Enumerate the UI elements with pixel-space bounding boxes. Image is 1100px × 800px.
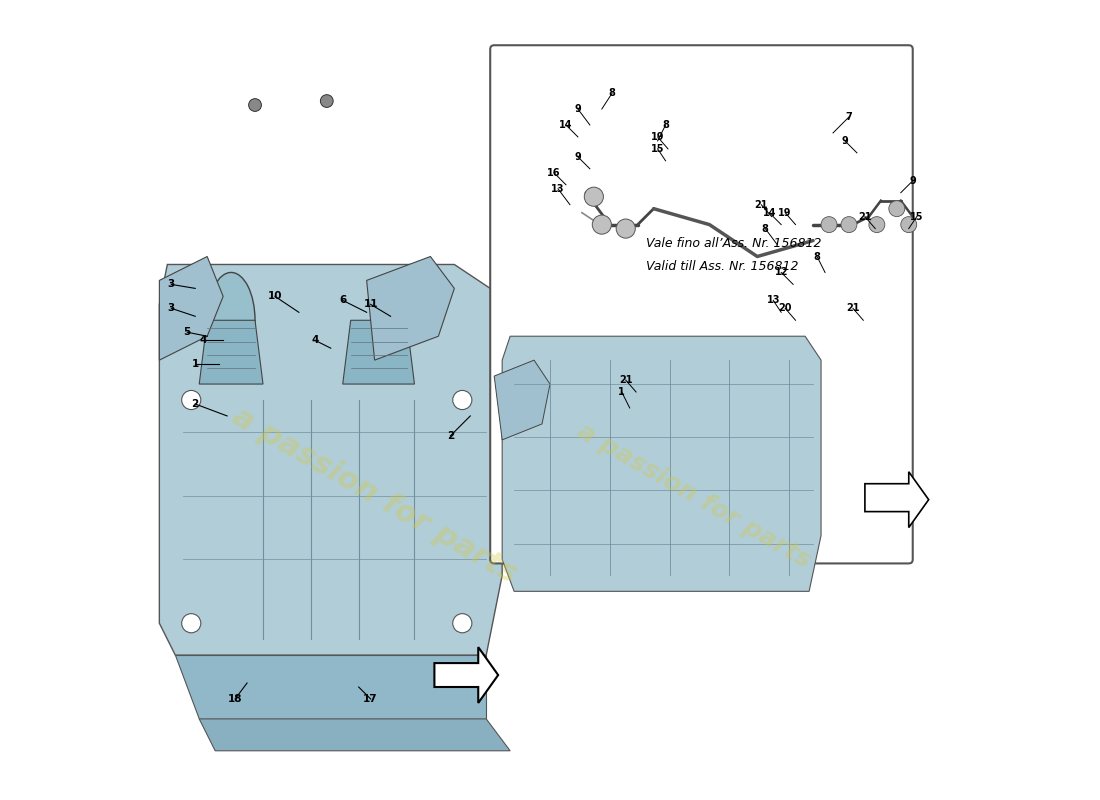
- Text: 19: 19: [779, 208, 792, 218]
- Text: 21: 21: [619, 375, 632, 385]
- Text: 8: 8: [608, 88, 616, 98]
- Text: 21: 21: [858, 212, 871, 222]
- Text: 21: 21: [755, 200, 768, 210]
- Polygon shape: [503, 336, 821, 591]
- Circle shape: [901, 217, 916, 233]
- Text: 2: 2: [447, 431, 454, 441]
- Text: 15: 15: [651, 144, 664, 154]
- Text: 19: 19: [651, 132, 664, 142]
- Text: Vale fino all’Ass. Nr. 156812: Vale fino all’Ass. Nr. 156812: [646, 237, 822, 250]
- Text: 5: 5: [184, 327, 191, 338]
- Text: 9: 9: [842, 136, 848, 146]
- Text: 3: 3: [167, 279, 175, 290]
- Polygon shape: [160, 257, 223, 360]
- Circle shape: [249, 98, 262, 111]
- Text: 8: 8: [662, 120, 669, 130]
- Text: 2: 2: [191, 399, 199, 409]
- Text: 8: 8: [814, 251, 821, 262]
- Polygon shape: [160, 265, 503, 655]
- Text: 3: 3: [167, 303, 175, 314]
- Text: 13: 13: [551, 184, 564, 194]
- Text: 6: 6: [339, 295, 346, 306]
- Text: 12: 12: [774, 267, 788, 278]
- Polygon shape: [434, 647, 498, 703]
- Text: 9: 9: [910, 176, 916, 186]
- Circle shape: [592, 215, 612, 234]
- Circle shape: [182, 614, 201, 633]
- Circle shape: [842, 217, 857, 233]
- Text: 13: 13: [767, 295, 780, 306]
- Text: 14: 14: [559, 120, 573, 130]
- Circle shape: [869, 217, 884, 233]
- Text: a passion for parts: a passion for parts: [572, 419, 814, 573]
- Text: 16: 16: [547, 168, 561, 178]
- Circle shape: [584, 187, 604, 206]
- Polygon shape: [199, 320, 263, 384]
- Text: 7: 7: [846, 112, 852, 122]
- Text: 21: 21: [846, 303, 860, 314]
- Polygon shape: [865, 472, 928, 527]
- Text: 14: 14: [762, 208, 776, 218]
- Polygon shape: [494, 360, 550, 440]
- Text: 17: 17: [363, 694, 378, 704]
- Text: 4: 4: [199, 335, 207, 346]
- Text: 1: 1: [618, 387, 625, 397]
- Text: a passion for parts: a passion for parts: [227, 402, 522, 590]
- Text: Valid till Ass. Nr. 156812: Valid till Ass. Nr. 156812: [646, 261, 799, 274]
- Ellipse shape: [207, 273, 255, 368]
- Circle shape: [182, 390, 201, 410]
- Polygon shape: [175, 655, 486, 719]
- Text: 9: 9: [574, 104, 581, 114]
- Text: 9: 9: [574, 152, 581, 162]
- Circle shape: [320, 94, 333, 107]
- Text: 15: 15: [910, 212, 924, 222]
- Polygon shape: [343, 320, 415, 384]
- Circle shape: [453, 390, 472, 410]
- Text: 8: 8: [762, 223, 769, 234]
- Polygon shape: [366, 257, 454, 360]
- Text: 11: 11: [363, 299, 378, 310]
- Polygon shape: [199, 719, 510, 750]
- Circle shape: [821, 217, 837, 233]
- Text: 10: 10: [267, 291, 283, 302]
- Text: 20: 20: [779, 303, 792, 314]
- Circle shape: [453, 614, 472, 633]
- Circle shape: [616, 219, 636, 238]
- Text: 18: 18: [228, 694, 242, 704]
- Text: 4: 4: [311, 335, 319, 346]
- Text: 1: 1: [191, 359, 199, 369]
- FancyBboxPatch shape: [491, 46, 913, 563]
- Circle shape: [889, 201, 905, 217]
